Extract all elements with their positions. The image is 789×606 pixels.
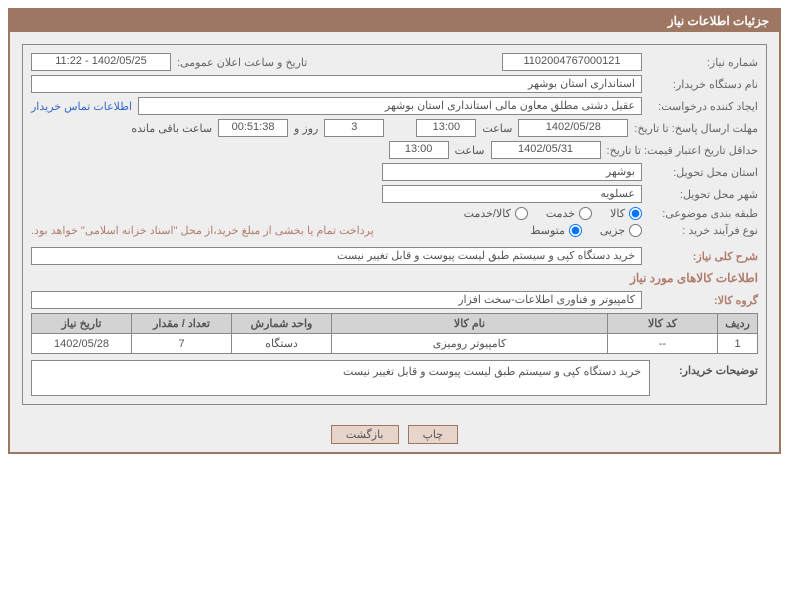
radio-service[interactable]: خدمت [546, 207, 592, 220]
th-qty: تعداد / مقدار [132, 314, 232, 334]
label-remaining: ساعت باقی مانده [131, 122, 212, 135]
th-row: ردیف [718, 314, 758, 334]
cell-row: 1 [718, 334, 758, 354]
table-header-row: ردیف کد کالا نام کالا واحد شمارش تعداد /… [32, 314, 758, 334]
button-row: چاپ بازگشت [10, 417, 779, 452]
payment-note: پرداخت تمام یا بخشی از مبلغ خرید،از محل … [31, 224, 374, 237]
label-announce: تاریخ و ساعت اعلان عمومی: [177, 56, 307, 69]
label-buyer-notes: توضیحات خریدار: [658, 360, 758, 396]
panel-title: جزئیات اطلاعات نیاز [10, 10, 779, 32]
table-row: 1 -- کامپیوتر رومیزی دستگاه 7 1402/05/28 [32, 334, 758, 354]
th-code: کد کالا [608, 314, 718, 334]
field-countdown: 00:51:38 [218, 119, 288, 137]
label-buyer-org: نام دستگاه خریدار: [648, 78, 758, 91]
cell-name: کامپیوتر رومیزی [332, 334, 608, 354]
field-announce: 1402/05/25 - 11:22 [31, 53, 171, 71]
radio-service-input[interactable] [579, 207, 592, 220]
goods-table: ردیف کد کالا نام کالا واحد شمارش تعداد /… [31, 313, 758, 354]
label-deadline: مهلت ارسال پاسخ: تا تاریخ: [634, 122, 758, 135]
field-days: 3 [324, 119, 384, 137]
label-goods-group: گروه کالا: [648, 294, 758, 307]
cell-date: 1402/05/28 [32, 334, 132, 354]
process-radio-group: جزیی متوسط [530, 224, 642, 237]
radio-small-input[interactable] [629, 224, 642, 237]
radio-goods-input[interactable] [629, 207, 642, 220]
cell-unit: دستگاه [232, 334, 332, 354]
print-button[interactable]: چاپ [408, 425, 459, 444]
field-need-no: 1102004767000121 [502, 53, 642, 71]
label-category: طبقه بندی موضوعی: [648, 207, 758, 220]
radio-small[interactable]: جزیی [600, 224, 642, 237]
contact-link[interactable]: اطلاعات تماس خریدار [31, 100, 132, 113]
category-radio-group: کالا خدمت کالا/خدمت [464, 207, 642, 220]
radio-both[interactable]: کالا/خدمت [464, 207, 528, 220]
field-requester: عقیل دشتی مطلق معاون مالی استانداری استا… [138, 97, 642, 115]
main-panel: جزئیات اطلاعات نیاز شماره نیاز: 11020047… [8, 8, 781, 454]
field-buyer-notes: خرید دستگاه کپی و سیستم طبق لیست پیوست و… [31, 360, 650, 396]
label-hour-2: ساعت [455, 144, 485, 157]
th-name: نام کالا [332, 314, 608, 334]
field-city: عسلویه [382, 185, 642, 203]
field-validity-time: 13:00 [389, 141, 449, 159]
radio-goods[interactable]: کالا [610, 207, 642, 220]
cell-code: -- [608, 334, 718, 354]
label-need-no: شماره نیاز: [648, 56, 758, 69]
th-date: تاریخ نیاز [32, 314, 132, 334]
back-button[interactable]: بازگشت [331, 425, 399, 444]
form-area: شماره نیاز: 1102004767000121 تاریخ و ساع… [22, 44, 767, 405]
radio-medium[interactable]: متوسط [530, 224, 582, 237]
radio-medium-input[interactable] [569, 224, 582, 237]
radio-both-input[interactable] [515, 207, 528, 220]
label-desc: شرح کلی نیاز: [648, 250, 758, 263]
label-validity: حداقل تاریخ اعتبار قیمت: تا تاریخ: [607, 144, 758, 157]
label-requester: ایجاد کننده درخواست: [648, 100, 758, 113]
goods-info-header: اطلاعات کالاهای مورد نیاز [31, 271, 758, 285]
cell-qty: 7 [132, 334, 232, 354]
label-city: شهر محل تحویل: [648, 188, 758, 201]
field-deadline-time: 13:00 [416, 119, 476, 137]
label-province: استان محل تحویل: [648, 166, 758, 179]
label-days-and: روز و [294, 122, 318, 135]
field-goods-group: کامپیوتر و فناوری اطلاعات-سخت افزار [31, 291, 642, 309]
field-buyer-org: استانداری استان بوشهر [31, 75, 642, 93]
field-validity-date: 1402/05/31 [491, 141, 601, 159]
field-desc: خرید دستگاه کپی و سیستم طبق لیست پیوست و… [31, 247, 642, 265]
label-hour-1: ساعت [482, 122, 512, 135]
label-purchase-type: نوع فرآیند خرید : [648, 224, 758, 237]
field-province: بوشهر [382, 163, 642, 181]
field-deadline-date: 1402/05/28 [518, 119, 628, 137]
th-unit: واحد شمارش [232, 314, 332, 334]
